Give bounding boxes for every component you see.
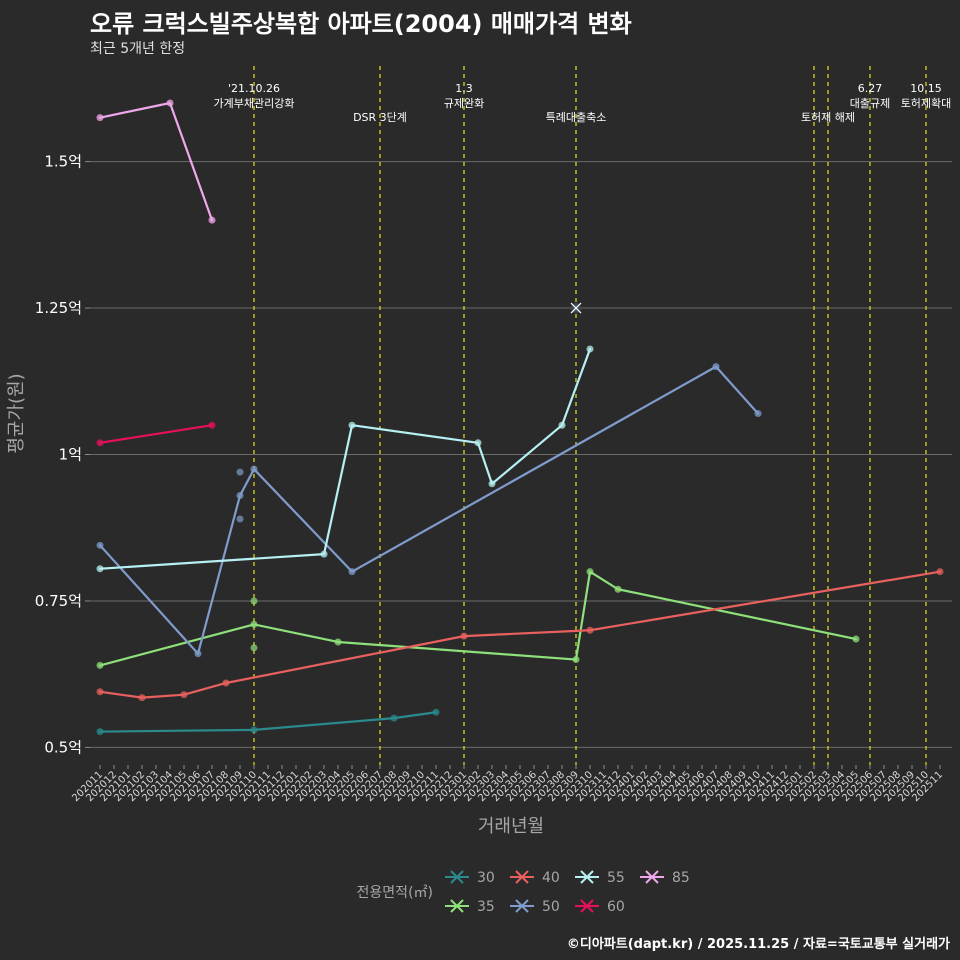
chart-subtitle: 최근 5개년 한정	[90, 41, 186, 57]
legend-key-mark	[450, 870, 464, 884]
data-point	[250, 620, 258, 628]
series-line-55	[98, 347, 592, 570]
data-point	[474, 439, 482, 447]
event-label: 6.27 대출규제	[850, 82, 890, 110]
data-point	[96, 728, 104, 736]
data-point	[96, 661, 104, 669]
legend-key-mark	[515, 870, 529, 884]
data-point	[586, 568, 594, 576]
legend-item-30: 30	[445, 870, 495, 886]
data-point	[96, 541, 104, 549]
legend-item-85: 85	[640, 870, 690, 886]
legend-item-55: 55	[575, 870, 625, 886]
data-point	[208, 216, 216, 224]
legend-label: 85	[672, 870, 690, 886]
legend-item-60: 60	[575, 899, 625, 915]
legend-label: 40	[542, 870, 560, 886]
data-point	[96, 439, 104, 447]
legend-label: 30	[477, 870, 495, 886]
event-label: '21.10.26 가계부채관리강화	[214, 82, 295, 110]
data-point	[348, 421, 356, 429]
data-point	[208, 421, 216, 429]
legend-key-mark	[580, 899, 594, 913]
data-point	[334, 638, 342, 646]
data-point	[194, 650, 202, 658]
event-label: 10.15 토허제확대	[901, 82, 952, 110]
data-point	[348, 568, 356, 576]
legend-label: 50	[542, 899, 560, 915]
y-tick-label: 0.5억	[44, 738, 82, 756]
event-label: 1.3 규제완화	[444, 82, 484, 110]
data-point	[614, 585, 622, 593]
data-point	[236, 515, 244, 523]
event-label: 특례대출축소	[546, 111, 607, 124]
data-point	[250, 465, 258, 473]
legend-label: 55	[607, 870, 625, 886]
data-point	[432, 708, 440, 716]
chart-title: 오류 크럭스빌주상복합 아파트(2004) 매매가격 변화	[90, 10, 632, 38]
data-point	[586, 345, 594, 353]
event-label: 토허제 해제	[801, 110, 855, 124]
data-point	[572, 656, 580, 664]
data-point	[586, 626, 594, 634]
data-point	[488, 480, 496, 488]
legend-key-mark	[450, 899, 464, 913]
series-line-50	[98, 365, 760, 655]
data-point	[222, 679, 230, 687]
data-point	[250, 726, 258, 734]
series-line-30	[98, 711, 438, 733]
legend-item-50: 50	[510, 899, 560, 915]
series-line-60	[98, 424, 214, 444]
data-point	[250, 597, 258, 605]
legend-key-mark	[515, 899, 529, 913]
y-axis-title: 평균가(원)	[6, 373, 27, 453]
legend-item-35: 35	[445, 899, 495, 915]
data-point	[558, 421, 566, 429]
data-point	[936, 568, 944, 576]
data-point	[236, 492, 244, 500]
source-caption: ©디아파트(dapt.kr) / 2025.11.25 / 자료=국토교통부 실…	[566, 937, 950, 952]
legend-label: 35	[477, 899, 495, 915]
data-point	[712, 363, 720, 371]
data-point	[250, 644, 258, 652]
event-label: DSR 3단계	[353, 111, 407, 124]
x-axis-title: 거래년월	[478, 816, 544, 837]
y-tick-label: 0.75억	[35, 592, 82, 610]
y-tick-label: 1억	[59, 446, 82, 464]
data-point	[96, 688, 104, 696]
data-point	[320, 550, 328, 558]
data-point	[96, 565, 104, 573]
series-line-35	[98, 570, 858, 667]
data-point	[460, 632, 468, 640]
data-point	[754, 410, 762, 417]
legend-label: 60	[607, 899, 625, 915]
outlier-mark	[570, 302, 582, 314]
data-point	[852, 635, 860, 643]
data-point	[166, 99, 174, 107]
legend-item-40: 40	[510, 870, 560, 886]
legend-key-mark	[580, 870, 594, 884]
data-point	[236, 468, 244, 476]
data-point	[96, 114, 104, 122]
y-tick-label: 1.25억	[35, 299, 82, 317]
data-point	[390, 714, 398, 722]
y-tick-label: 1.5억	[44, 153, 82, 171]
data-point	[138, 694, 146, 702]
legend-key-mark	[645, 870, 659, 884]
data-point	[180, 691, 188, 699]
legend-title: 전용면적(㎡)	[357, 885, 433, 901]
